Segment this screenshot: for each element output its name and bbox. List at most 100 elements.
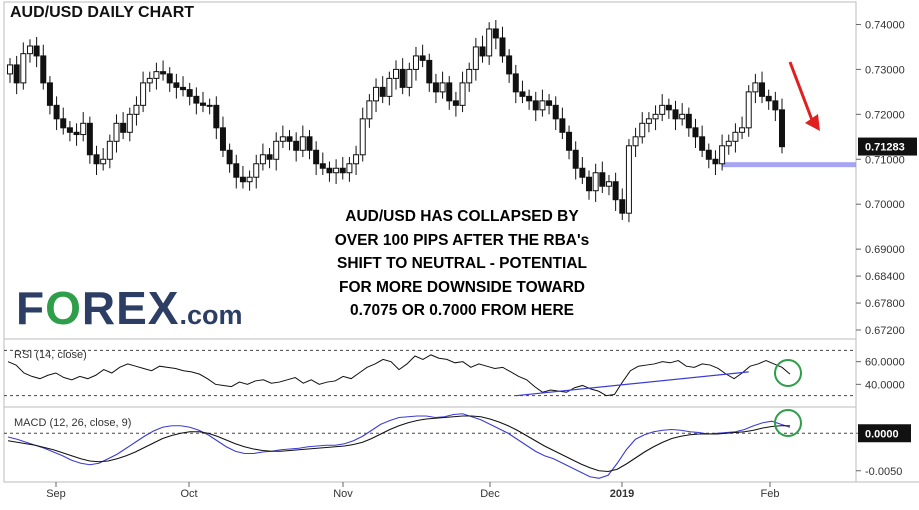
candle-up (652, 113, 659, 120)
x-tick-label: Sep (46, 488, 66, 500)
candle-down (13, 64, 20, 84)
macd-tick-label: -0.0050 (865, 466, 902, 478)
candle-down (233, 163, 240, 178)
candle-up (725, 140, 732, 147)
candle-down (499, 37, 506, 57)
candle-down (286, 136, 293, 142)
candle-up (605, 181, 612, 187)
candle-down (526, 95, 533, 102)
price-tick-label: 0.74000 (865, 19, 905, 31)
candle-up (386, 77, 393, 97)
candle-up (373, 86, 380, 102)
price-tick-label: 0.67200 (865, 325, 905, 337)
candle-down (432, 82, 439, 93)
candle-down (519, 91, 526, 97)
candle-down (193, 95, 200, 104)
logo-text: REX (81, 282, 180, 334)
candle-up (273, 140, 280, 160)
candle-down (293, 140, 300, 151)
down-arrow (788, 61, 814, 121)
rsi-panel-frame (3, 338, 857, 408)
candle-up (20, 53, 27, 84)
candle-up (146, 77, 153, 84)
candle-down (319, 163, 326, 169)
candle-down (180, 86, 187, 91)
candle-up (299, 136, 306, 151)
candle-up (739, 127, 746, 133)
candle-down (765, 95, 772, 102)
candle-up (153, 71, 160, 79)
candle-down (446, 82, 453, 102)
annotation-line: SHIFT TO NEUTRAL - POTENTIAL (336, 255, 587, 272)
rsi-highlight-circle (774, 359, 802, 387)
x-tick-label: Oct (180, 488, 197, 500)
candle-down (186, 89, 193, 97)
candle-up (466, 68, 473, 84)
candle-down (399, 68, 406, 88)
price-tick-label: 0.68400 (865, 271, 905, 283)
logo-text: F (16, 282, 46, 334)
candle-down (166, 73, 173, 84)
down-arrow-head (805, 114, 820, 131)
candle-down (66, 127, 73, 133)
x-tick-label: Nov (333, 488, 353, 500)
macd-tick-label: 0.0000 (865, 428, 899, 440)
candle-up (133, 104, 140, 115)
candle-up (126, 113, 133, 133)
macd-label: MACD (12, 26, close, 9) (14, 417, 132, 429)
x-tick-label: Feb (761, 488, 780, 500)
candle-down (692, 127, 699, 138)
candle-down (120, 122, 127, 133)
candle-down (479, 46, 486, 57)
candle-down (612, 181, 619, 201)
candle-down (73, 131, 80, 136)
candle-down (213, 104, 220, 129)
candle-down (579, 167, 586, 178)
candle-down (452, 100, 459, 106)
candle-down (200, 102, 206, 106)
rsi-tick-label: 40.0000 (865, 379, 905, 391)
candle-up (472, 46, 479, 70)
candle-down (586, 176, 592, 192)
candle-down (86, 122, 93, 156)
candle-down (665, 104, 672, 111)
candle-down (40, 55, 47, 84)
macd-line (7, 413, 791, 479)
candle-up (439, 82, 446, 93)
candle-down (93, 154, 100, 165)
candle-up (359, 118, 366, 156)
last-price-label: 0.71283 (865, 142, 905, 154)
annotation-text: AUD/USD HAS COLLAPSED BY OVER 100 PIPS A… (312, 205, 612, 323)
candle-up (26, 45, 33, 55)
x-tick-label: Dec (480, 488, 500, 500)
candle-down (339, 167, 346, 174)
annotation-line: AUD/USD HAS COLLAPSED BY (345, 208, 579, 225)
candle-up (459, 82, 466, 106)
candle-up (393, 68, 399, 79)
candle-down (33, 45, 40, 57)
candle-down (532, 100, 539, 111)
candle-up (100, 158, 107, 165)
candle-up (645, 118, 652, 124)
candle-down (779, 109, 785, 148)
candle-down (426, 59, 433, 84)
candle-up (253, 163, 260, 178)
annotation-line: FOR MORE DOWNSIDE TOWARD (339, 278, 585, 296)
candle-down (313, 149, 320, 165)
logo-o: O (45, 282, 82, 334)
candle-up (113, 122, 120, 142)
candle-down (552, 104, 559, 120)
price-tick-label: 0.73000 (865, 64, 905, 76)
rsi-trendline (515, 371, 749, 397)
candle-down (46, 82, 53, 106)
price-tick-label: 0.69000 (865, 244, 905, 256)
candle-up (140, 82, 147, 106)
candle-down (772, 100, 779, 111)
candle-down (419, 55, 426, 61)
candle-down (306, 136, 313, 151)
candle-down (173, 82, 180, 88)
price-tick-label: 0.71000 (865, 154, 905, 166)
candle-down (712, 158, 719, 165)
candle-down (266, 154, 273, 160)
candle-up (745, 91, 752, 129)
